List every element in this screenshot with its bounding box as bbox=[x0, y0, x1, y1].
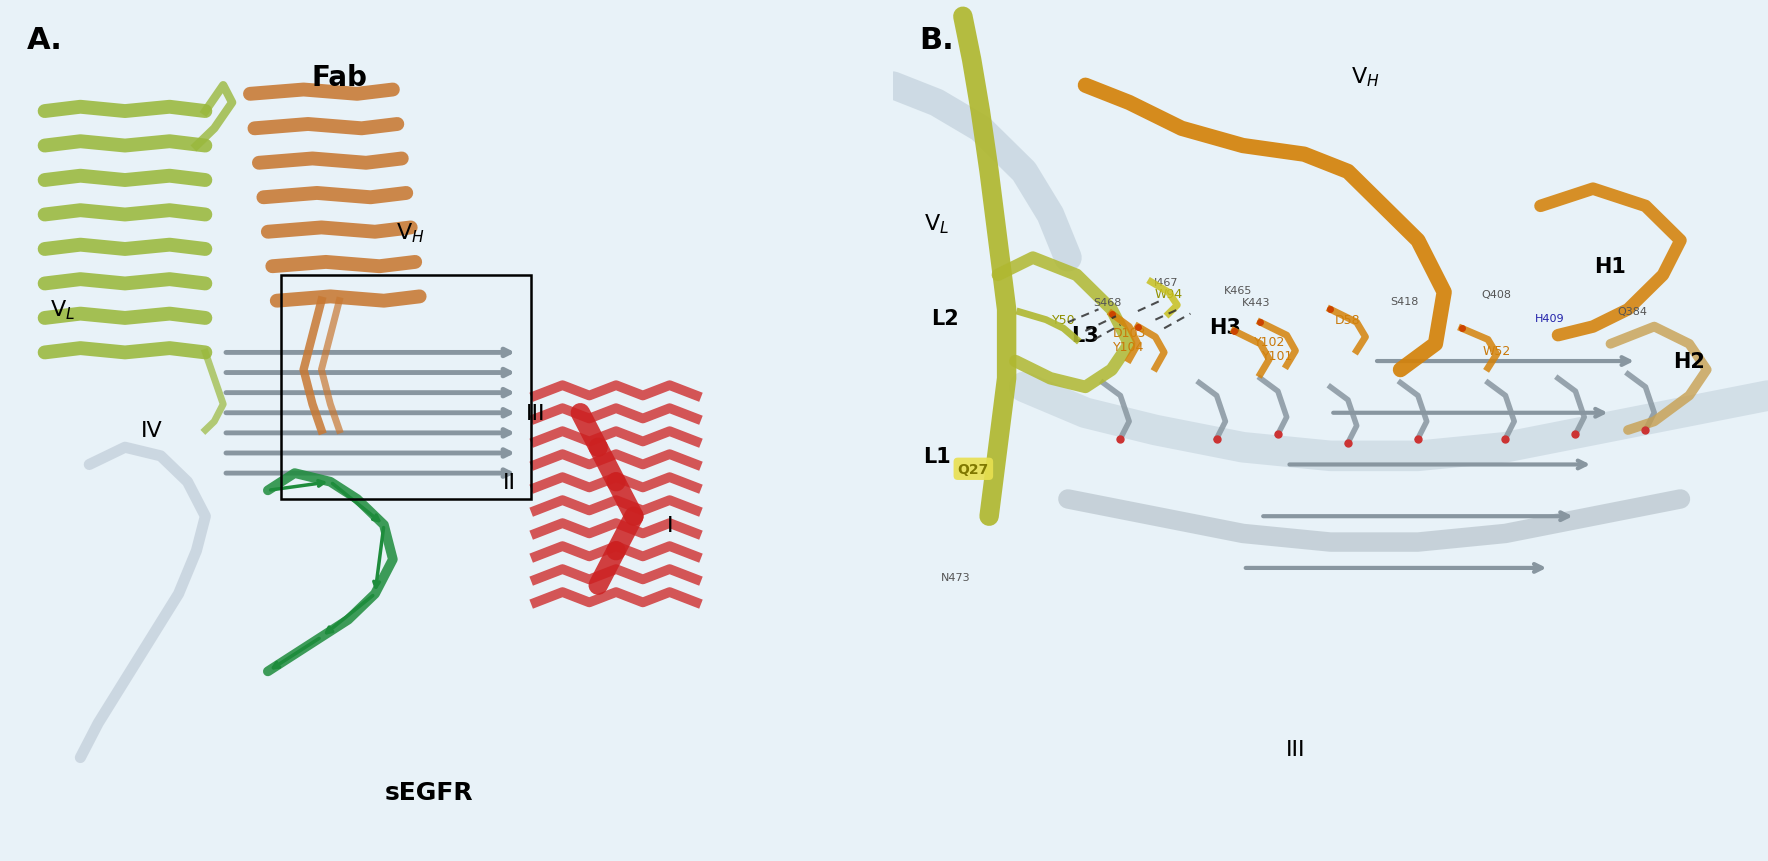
Text: V$_H$: V$_H$ bbox=[1351, 65, 1379, 90]
Text: L3: L3 bbox=[1071, 325, 1100, 346]
Text: Y50: Y50 bbox=[1052, 313, 1075, 327]
Text: K443: K443 bbox=[1241, 298, 1269, 308]
Text: D58: D58 bbox=[1335, 313, 1361, 327]
Text: I: I bbox=[667, 515, 674, 536]
Text: Q384: Q384 bbox=[1618, 307, 1648, 317]
Text: III: III bbox=[1285, 739, 1305, 759]
Text: H2: H2 bbox=[1673, 351, 1704, 372]
Text: Fab: Fab bbox=[311, 64, 368, 91]
Text: H409: H409 bbox=[1535, 313, 1565, 324]
Text: II: II bbox=[502, 472, 516, 492]
Text: B.: B. bbox=[919, 26, 955, 55]
Text: Q27: Q27 bbox=[958, 462, 988, 476]
Text: H3: H3 bbox=[1209, 317, 1241, 338]
Text: Y101: Y101 bbox=[1262, 349, 1294, 362]
Text: H1: H1 bbox=[1595, 257, 1627, 277]
Text: D103: D103 bbox=[1112, 326, 1146, 340]
Text: K465: K465 bbox=[1225, 286, 1254, 296]
Text: W52: W52 bbox=[1483, 344, 1512, 358]
Text: III: III bbox=[525, 403, 546, 424]
Text: S468: S468 bbox=[1093, 298, 1121, 308]
Text: I467: I467 bbox=[1155, 277, 1177, 288]
Text: Q408: Q408 bbox=[1482, 289, 1512, 300]
Bar bbox=[281, 276, 530, 499]
Text: L2: L2 bbox=[932, 308, 960, 329]
Text: Y104: Y104 bbox=[1114, 340, 1146, 354]
Text: V$_L$: V$_L$ bbox=[50, 298, 74, 322]
Text: IV: IV bbox=[141, 420, 163, 441]
Text: V$_L$: V$_L$ bbox=[925, 212, 949, 236]
Text: Y102: Y102 bbox=[1254, 335, 1285, 349]
Text: W94: W94 bbox=[1155, 288, 1183, 301]
Text: S418: S418 bbox=[1391, 296, 1420, 307]
Text: L1: L1 bbox=[923, 446, 951, 467]
Text: N473: N473 bbox=[941, 572, 971, 582]
Text: sEGFR: sEGFR bbox=[384, 780, 472, 804]
Text: V$_H$: V$_H$ bbox=[396, 220, 424, 245]
Text: A.: A. bbox=[27, 26, 62, 55]
